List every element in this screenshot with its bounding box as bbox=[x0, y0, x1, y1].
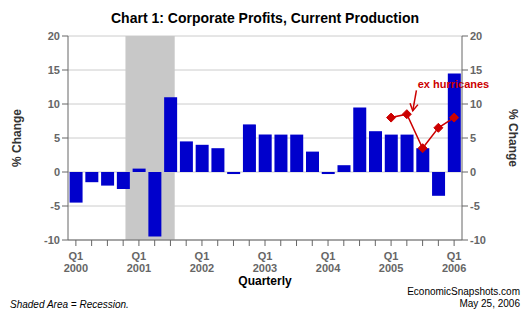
svg-text:Q12004: Q12004 bbox=[316, 250, 341, 274]
svg-text:20: 20 bbox=[470, 30, 482, 42]
svg-text:% Change: % Change bbox=[506, 109, 520, 167]
html-text:Chart 1: Corporate Profits, Cu: Chart 1: Corporate Profits, Current Prod… bbox=[111, 10, 419, 26]
svg-text:5: 5 bbox=[54, 132, 60, 144]
svg-text:Q12001: Q12001 bbox=[127, 250, 151, 274]
svg-text:Q12003: Q12003 bbox=[253, 250, 277, 274]
svg-text:% Change: % Change bbox=[10, 109, 24, 167]
html-text:Shaded Area = Recession.: Shaded Area = Recession. bbox=[10, 299, 129, 310]
svg-text:-10: -10 bbox=[44, 234, 60, 246]
svg-text:ex hurricanes: ex hurricanes bbox=[418, 78, 490, 90]
svg-text:-5: -5 bbox=[50, 200, 60, 212]
svg-text:15: 15 bbox=[470, 64, 482, 76]
svg-text:10: 10 bbox=[470, 98, 482, 110]
svg-text:Q12005: Q12005 bbox=[379, 250, 403, 274]
html-text:EconomicSnapshots.com May 25,: EconomicSnapshots.com May 25, 2006 bbox=[407, 286, 520, 309]
svg-text:10: 10 bbox=[48, 98, 60, 110]
svg-text:-10: -10 bbox=[470, 234, 486, 246]
svg-text:5: 5 bbox=[470, 132, 476, 144]
svg-text:-5: -5 bbox=[470, 200, 480, 212]
svg-text:Q12002: Q12002 bbox=[190, 250, 214, 274]
html-text:Quarterly: Quarterly bbox=[238, 274, 292, 288]
svg-text:20: 20 bbox=[48, 30, 60, 42]
svg-text:Q12000: Q12000 bbox=[64, 250, 88, 274]
svg-text:0: 0 bbox=[54, 166, 60, 178]
svg-text:15: 15 bbox=[48, 64, 60, 76]
svg-text:0: 0 bbox=[470, 166, 476, 178]
svg-text:Q12006: Q12006 bbox=[442, 250, 466, 274]
